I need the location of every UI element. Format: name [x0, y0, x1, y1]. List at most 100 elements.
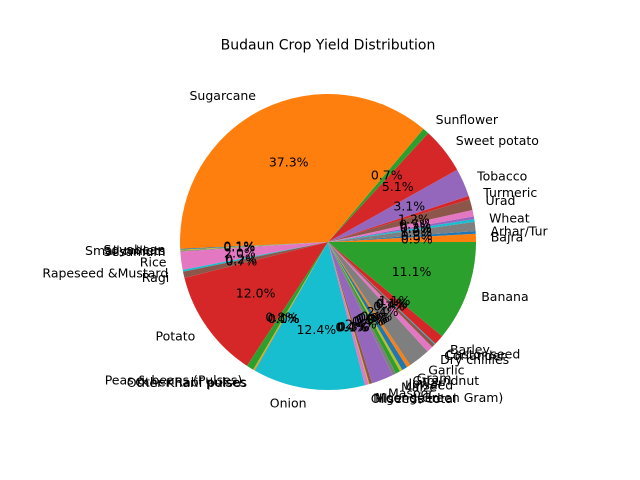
slice-percent-label: 0.1%: [376, 295, 408, 310]
slice-label: Oilseeds total: [371, 391, 457, 406]
slice-percent-label: 1.0%: [400, 225, 432, 240]
pie-slice: [328, 133, 458, 242]
pie-slice: [328, 128, 429, 242]
pie-slice: [328, 233, 476, 242]
slice-percent-label: 0.3%: [400, 221, 432, 236]
pie-slice: [179, 93, 424, 249]
pie-slice: [328, 216, 475, 242]
slice-percent-label: 0.9%: [401, 232, 433, 247]
slice-label: Dry chillies: [440, 352, 509, 367]
slice-percent-label: 0.8%: [265, 309, 297, 324]
slice-label: Gram: [417, 370, 452, 385]
slice-label: Barley: [450, 342, 491, 357]
slice-label: Onion: [270, 395, 307, 410]
slice-percent-label: 12.4%: [296, 322, 336, 337]
slice-label: Tobacco: [476, 169, 527, 184]
pie-slice: [328, 242, 428, 366]
slice-label: Peas & beans (Pulses): [105, 372, 243, 387]
pie-slice: [328, 242, 433, 352]
pie-slice: [254, 242, 366, 391]
slice-percent-label: 0.3%: [338, 319, 370, 334]
pie-slice: [253, 242, 328, 371]
slice-percent-label: 0.4%: [361, 308, 393, 323]
slice-label: Masoor: [388, 385, 434, 400]
slice-percent-label: 0.2%: [225, 251, 257, 266]
slice-percent-label: 2.4%: [367, 304, 399, 319]
slice-percent-label: 0.7%: [226, 254, 258, 269]
pie-slice: [184, 242, 328, 366]
slice-percent-label: 0.3%: [400, 219, 432, 234]
slice-label: Rapeseed &Mustard: [42, 266, 168, 281]
slice-label: Sweet potato: [456, 133, 539, 148]
pie-slice: [328, 242, 408, 370]
slice-percent-label: 1.2%: [398, 212, 430, 227]
slice-label: Jowar: [408, 375, 444, 390]
pie-slice: [328, 242, 393, 384]
pie-slice: [328, 242, 435, 348]
chart-title: Budaun Crop Yield Distribution: [221, 38, 436, 54]
pie-slice: [180, 242, 328, 270]
slice-label: Linseed: [405, 377, 453, 392]
pie-slice: [328, 169, 469, 242]
slice-percent-label: 11.1%: [392, 264, 432, 279]
pie-slice: [254, 242, 328, 371]
pie-slice: [328, 219, 475, 242]
slice-percent-label: 0.3%: [356, 311, 388, 326]
slice-percent-label: 5.1%: [382, 179, 414, 194]
slice-label: Coriander: [444, 348, 506, 363]
slice-percent-label: 0.7%: [399, 217, 431, 232]
pie-slice: [246, 242, 328, 370]
pie-slice: [328, 242, 436, 345]
pie-slice: [328, 242, 373, 385]
slice-label: Soyabean: [104, 242, 166, 257]
pie-slice: [328, 242, 443, 344]
pie-slice: [328, 210, 474, 242]
slice-percent-label: 0.4%: [375, 296, 407, 311]
slice-label: Other Rabi pulses: [135, 375, 246, 390]
slice-label: Wheat: [489, 210, 530, 225]
slice-percent-label: 0.1%: [223, 240, 255, 255]
slice-percent-label: 0.3%: [401, 228, 433, 243]
pie-slice: [328, 230, 476, 242]
slice-label: Groundnut: [412, 373, 479, 388]
slice-percent-label: 0.1%: [223, 239, 255, 254]
slice-percent-label: 0.6%: [358, 310, 390, 325]
slice-label: Maize: [401, 380, 437, 395]
slice-label: Potato: [155, 328, 195, 343]
slice-percent-label: 0.1%: [267, 311, 299, 326]
slice-label: Garlic: [428, 362, 464, 377]
slice-percent-label: 2.0%: [224, 245, 256, 260]
slice-label: Other Kharif pulses: [127, 375, 247, 390]
pie-slice: [180, 242, 328, 252]
slice-label: Small millets: [85, 243, 165, 258]
pie-slice: [180, 242, 328, 251]
pie-slice: [328, 199, 473, 242]
slice-percent-label: 0.7%: [371, 167, 403, 182]
slice-label: Turmeric: [482, 185, 537, 200]
labels-layer: Bajra0.9%Arhar/Tur0.3%1.0%Wheat0.3%0.3%0…: [42, 88, 548, 410]
slice-label: Sesamum: [103, 244, 165, 259]
slice-percent-label: 2.4%: [345, 317, 377, 332]
slice-percent-label: 0.1%: [223, 238, 255, 253]
slice-label: Moong(Green Gram): [375, 390, 503, 405]
slice-label: Sunflower: [436, 112, 499, 127]
slice-label: Urad: [486, 193, 516, 208]
slice-percent-label: 0.0%: [268, 311, 300, 326]
slice-percent-label: 0.7%: [373, 298, 405, 313]
slice-percent-label: 0.5%: [354, 312, 386, 327]
slice-percent-label: 0.4%: [352, 313, 384, 328]
slice-percent-label: 12.0%: [236, 285, 276, 300]
slice-label: Arhar/Tur: [490, 223, 548, 238]
slice-percent-label: 0.1%: [337, 319, 369, 334]
slice-percent-label: 0.4%: [335, 320, 367, 335]
slice-percent-label: 1.1%: [379, 293, 411, 308]
pie-slice: [328, 195, 470, 242]
slices-layer: [179, 93, 476, 391]
pie-slice: [328, 242, 400, 374]
slice-label: Banana: [481, 289, 528, 304]
pie-slice: [328, 242, 396, 376]
pie-slice: [328, 242, 411, 368]
pie-slice: [328, 242, 403, 372]
